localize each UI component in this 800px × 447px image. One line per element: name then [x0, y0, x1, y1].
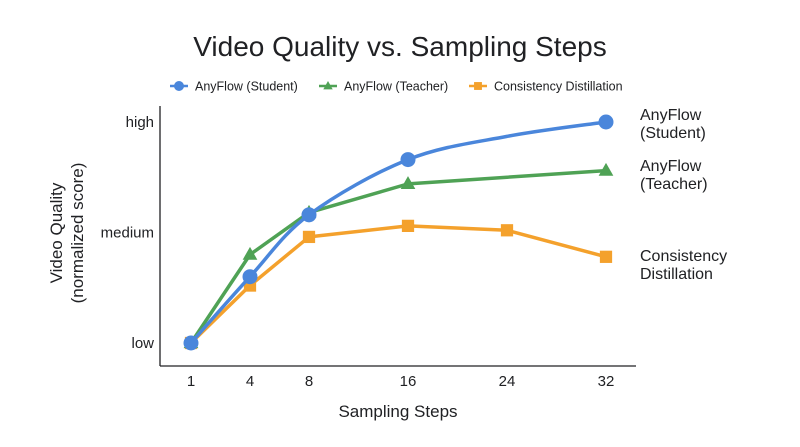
x-tick-label-1: 1 [187, 373, 195, 390]
data-point-consistency-distillation-x24 [500, 224, 514, 237]
series-line-anyflow-student [189, 120, 607, 345]
end-labels: AnyFlow(Student)AnyFlow(Teacher)Consiste… [640, 107, 727, 283]
legend: AnyFlow (Student) AnyFlow (Teacher) Consis… [170, 80, 623, 94]
legend-swatch-marker [174, 81, 184, 91]
data-point-anyflow-student-x4 [242, 269, 258, 285]
series-anyflow-student [183, 114, 614, 351]
x-axis-label: Sampling Steps [338, 402, 457, 421]
x-tick-label-16: 16 [400, 373, 417, 390]
chart-title: Video Quality vs. Sampling Steps [193, 31, 606, 62]
x-tick-labels: 1 4 8 16 24 32 [187, 373, 615, 390]
legend-item-anyflow-student: AnyFlow (Student) [170, 80, 298, 94]
series-layer [183, 114, 614, 351]
data-point-anyflow-student-x32 [598, 114, 614, 130]
legend-label: AnyFlow (Student) [195, 80, 298, 94]
data-point-consistency-distillation-x8 [302, 230, 316, 244]
end-label-consistency-distillation-line2: Distillation [640, 266, 713, 283]
y-axis-label-line2: (normalized score) [68, 163, 87, 304]
x-tick-label-32: 32 [598, 373, 615, 390]
data-point-anyflow-student-x8 [301, 207, 317, 223]
legend-swatch-marker [474, 82, 482, 90]
end-label-anyflow-teacher-line2: (Teacher) [640, 176, 708, 193]
end-label-anyflow-teacher-line1: AnyFlow [640, 158, 702, 175]
end-label-anyflow-student-line1: AnyFlow [640, 107, 702, 124]
x-tick-label-4: 4 [246, 373, 254, 390]
axes [159, 106, 636, 367]
y-tick-label-medium: medium [101, 225, 154, 242]
data-point-anyflow-teacher-x4 [242, 246, 258, 260]
legend-swatch-marker [323, 81, 333, 90]
legend-item-consistency-distillation: Consistency Distillation [469, 80, 623, 94]
data-point-anyflow-teacher-x16 [400, 176, 416, 190]
x-tick-label-8: 8 [305, 373, 313, 390]
data-point-consistency-distillation-x32 [599, 250, 613, 263]
legend-label: Consistency Distillation [494, 80, 623, 94]
legend-label: AnyFlow (Teacher) [344, 80, 448, 94]
series-anyflow-teacher [183, 162, 614, 349]
end-label-anyflow-student-line2: (Student) [640, 125, 706, 142]
y-axis-label-group: Video Quality (normalized score) [47, 163, 87, 304]
data-point-anyflow-teacher-x32 [598, 162, 614, 176]
series-consistency-distillation [184, 219, 613, 350]
y-tick-labels: low medium high [101, 114, 155, 352]
legend-item-anyflow-teacher: AnyFlow (Teacher) [319, 80, 448, 94]
data-point-anyflow-student-x1 [183, 335, 199, 351]
y-tick-label-low: low [131, 335, 154, 352]
data-point-consistency-distillation-x16 [401, 219, 415, 232]
series-line-consistency-distillation [189, 224, 607, 345]
data-point-anyflow-student-x16 [400, 152, 416, 168]
y-axis-label-line1: Video Quality [47, 182, 66, 283]
x-tick-label-24: 24 [499, 373, 516, 390]
y-tick-label-high: high [126, 114, 154, 131]
end-label-consistency-distillation-line1: Consistency [640, 248, 727, 265]
